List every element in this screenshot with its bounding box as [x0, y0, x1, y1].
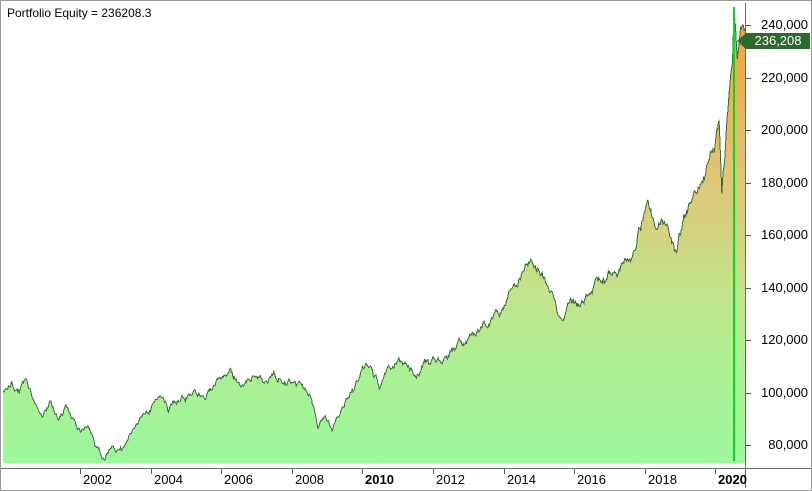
x-axis-year-label: 2008	[295, 472, 324, 487]
equity-area-fill	[3, 24, 745, 463]
x-axis-tick	[151, 469, 152, 474]
x-axis-tick	[504, 469, 505, 474]
y-axis-tick-label: 140,000	[761, 280, 808, 295]
y-axis-tick	[746, 130, 751, 131]
x-axis-tick	[292, 469, 293, 474]
x-axis-tick	[80, 469, 81, 474]
y-axis-tick-label: 160,000	[761, 227, 808, 242]
y-axis-tick-label: 200,000	[761, 122, 808, 137]
y-axis-tick	[746, 183, 751, 184]
x-axis-year-label: 2014	[507, 472, 536, 487]
y-axis-tick-label: 120,000	[761, 332, 808, 347]
y-axis-tick-label: 80,000	[768, 437, 808, 452]
y-axis-tick	[746, 288, 751, 289]
x-axis-tick	[362, 469, 363, 474]
y-axis-tick-label: 180,000	[761, 175, 808, 190]
y-axis-tick	[746, 340, 751, 341]
x-axis-tick	[574, 469, 575, 474]
y-axis-tick-label: 240,000	[761, 17, 808, 32]
x-axis-tick	[433, 469, 434, 474]
x-axis-year-label: 2012	[436, 472, 465, 487]
x-axis-year-label: 2020	[718, 472, 747, 487]
x-axis-tick	[715, 469, 716, 474]
equity-curve-chart[interactable]	[3, 3, 745, 463]
y-axis-tick	[746, 393, 751, 394]
x-axis-tick	[221, 469, 222, 474]
x-axis-year-label: 2004	[154, 472, 183, 487]
x-axis-year-label: 2010	[365, 472, 394, 487]
y-axis-line	[745, 3, 746, 488]
x-axis-year-label: 2016	[577, 472, 606, 487]
x-axis-tick	[645, 469, 646, 474]
equity-line	[3, 22, 745, 461]
y-axis-tick	[746, 445, 751, 446]
portfolio-equity-title: Portfolio Equity = 236208.3	[7, 6, 152, 20]
y-axis-tick	[746, 25, 751, 26]
x-axis-line	[1, 468, 811, 469]
y-axis-tick	[746, 78, 751, 79]
last-value-tag: 236,208	[746, 33, 810, 49]
last-value-tag-arrow	[737, 33, 746, 49]
y-axis-tick	[746, 235, 751, 236]
x-axis-year-label: 2018	[648, 472, 677, 487]
y-axis-tick-label: 220,000	[761, 70, 808, 85]
x-axis-year-label: 2006	[224, 472, 253, 487]
x-axis-year-label: 2002	[83, 472, 112, 487]
y-axis-tick-label: 100,000	[761, 385, 808, 400]
